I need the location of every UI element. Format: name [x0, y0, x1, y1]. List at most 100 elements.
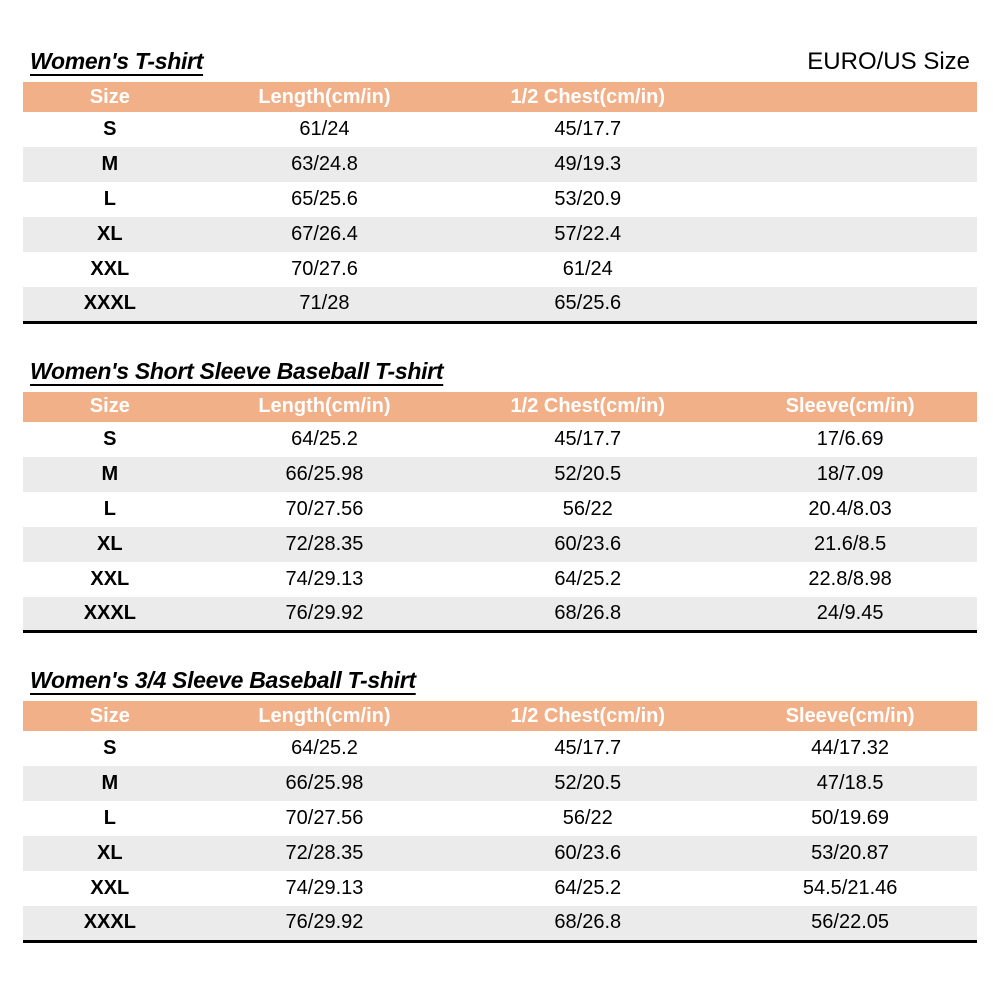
- value-cell: 63/24.8: [291, 153, 358, 175]
- table-row: XXXL 71/28 65/25.6: [23, 287, 977, 322]
- size-cell: S: [103, 737, 117, 759]
- short-sleeve-baseball-size-table: Size Length(cm/in) 1/2 Chest(cm/in) Sleeve(…: [23, 391, 977, 633]
- value-cell: 68/26.8: [554, 601, 622, 624]
- title-line: Women's Short Sleeve Baseball T-shirt: [23, 356, 977, 386]
- table-row: XXL 70/27.6 61/24: [23, 252, 977, 287]
- value-cell: [723, 217, 977, 252]
- size-cell: XXL: [90, 567, 130, 590]
- column-header: 1/2 Chest(cm/in): [452, 391, 724, 422]
- table-row: XL 67/26.4 57/22.4: [23, 217, 977, 252]
- table-row: XL 72/28.35 60/23.6 53/20.87: [23, 836, 977, 871]
- value-cell: 49/19.3: [554, 153, 622, 175]
- header-row: Size Length(cm/in) 1/2 Chest(cm/in) Sleeve(…: [23, 701, 977, 731]
- size-cell: L: [103, 807, 116, 829]
- value-cell: 66/25.98: [285, 772, 364, 794]
- column-header: Sleeve(cm/in): [723, 701, 977, 731]
- size-cell: L: [103, 497, 116, 520]
- value-cell: 60/23.6: [554, 532, 622, 555]
- table-row: M 66/25.98 52/20.5 18/7.09: [23, 456, 977, 492]
- value-cell: 76/29.92: [285, 601, 364, 624]
- column-header: 1/2 Chest(cm/in): [452, 82, 724, 112]
- title-line: Women's T-shirt EURO/US Size: [23, 46, 977, 76]
- value-cell: 22.8/8.98: [808, 567, 892, 590]
- column-header: Size: [23, 82, 197, 112]
- column-header: Length(cm/in): [196, 701, 453, 731]
- size-cell: L: [103, 188, 116, 210]
- value-cell: 56/22: [562, 807, 613, 829]
- column-header: 1/2 Chest(cm/in): [452, 701, 724, 731]
- value-cell: 50/19.69: [811, 807, 890, 829]
- value-cell: [723, 112, 977, 147]
- header-row: Size Length(cm/in) 1/2 Chest(cm/in) Sleeve(…: [23, 391, 977, 422]
- value-cell: 60/23.6: [554, 842, 622, 864]
- size-cell: M: [101, 153, 119, 175]
- value-cell: 65/25.6: [554, 292, 622, 315]
- size-cell: XXXL: [83, 911, 136, 934]
- value-cell: 74/29.13: [285, 877, 364, 899]
- value-cell: 45/17.7: [554, 118, 622, 140]
- header-row: Size Length(cm/in) 1/2 Chest(cm/in): [23, 82, 977, 112]
- size-cell: M: [101, 772, 119, 794]
- value-cell: 52/20.5: [554, 462, 622, 485]
- table-row: L 70/27.56 56/22 50/19.69: [23, 801, 977, 836]
- value-cell: [723, 182, 977, 217]
- size-cell: S: [103, 427, 117, 450]
- value-cell: 70/27.56: [285, 497, 364, 520]
- value-cell: [723, 252, 977, 287]
- value-cell: 64/25.2: [291, 427, 358, 450]
- value-cell: [723, 287, 977, 322]
- value-cell: 54.5/21.46: [802, 877, 898, 899]
- value-cell: 67/26.4: [291, 223, 358, 245]
- size-cell: XXL: [90, 258, 130, 280]
- table-row: M 66/25.98 52/20.5 47/18.5: [23, 766, 977, 801]
- value-cell: 72/28.35: [285, 532, 364, 555]
- title-line: Women's 3/4 Sleeve Baseball T-shirt: [23, 665, 977, 695]
- value-cell: 44/17.32: [811, 737, 890, 759]
- size-cell: S: [103, 118, 117, 140]
- table-row: XXL 74/29.13 64/25.2 22.8/8.98: [23, 562, 977, 597]
- table-row: XXXL 76/29.92 68/26.8 24/9.45: [23, 596, 977, 632]
- section-three-quarter-sleeve-baseball: Women's 3/4 Sleeve Baseball T-shirt Size…: [23, 665, 977, 943]
- value-cell: 47/18.5: [816, 772, 884, 794]
- size-cell: XXXL: [83, 601, 136, 624]
- value-cell: 56/22: [562, 497, 613, 520]
- table-row: S 61/24 45/17.7: [23, 112, 977, 147]
- value-cell: 70/27.56: [285, 807, 364, 829]
- table-row: M 63/24.8 49/19.3: [23, 147, 977, 182]
- value-cell: 74/29.13: [285, 567, 364, 590]
- womens-tshirt-size-table: Size Length(cm/in) 1/2 Chest(cm/in) S 61/24 4…: [23, 82, 977, 324]
- size-cell: XL: [97, 223, 123, 245]
- size-standard-label: EURO/US Size: [807, 48, 970, 75]
- size-cell: XL: [97, 842, 123, 864]
- column-header: Size: [23, 701, 197, 731]
- value-cell: [723, 147, 977, 182]
- section-short-sleeve-baseball: Women's Short Sleeve Baseball T-shirt Si…: [23, 356, 977, 633]
- value-cell: 76/29.92: [285, 911, 364, 934]
- value-cell: 45/17.7: [554, 427, 622, 450]
- table-row: XL 72/28.35 60/23.6 21.6/8.5: [23, 526, 977, 562]
- value-cell: 45/17.7: [554, 737, 622, 759]
- value-cell: 64/25.2: [554, 877, 622, 899]
- section-title-short-sleeve-baseball: Women's Short Sleeve Baseball T-shirt: [30, 357, 444, 384]
- section-title-three-quarter-sleeve-baseball: Women's 3/4 Sleeve Baseball T-shirt: [30, 667, 416, 693]
- size-cell: XXL: [90, 877, 130, 899]
- value-cell: 53/20.87: [811, 842, 890, 864]
- value-cell: 52/20.5: [554, 772, 622, 794]
- section-womens-tshirt: Women's T-shirt EURO/US Size Size Length(…: [23, 46, 977, 324]
- value-cell: 20.4/8.03: [808, 497, 892, 520]
- table-row: XXL 74/29.13 64/25.2 54.5/21.46: [23, 871, 977, 906]
- column-header: Sleeve(cm/in): [723, 391, 977, 422]
- three-quarter-sleeve-baseball-size-table: Size Length(cm/in) 1/2 Chest(cm/in) Sleeve(…: [23, 701, 977, 943]
- value-cell: 66/25.98: [285, 462, 364, 485]
- value-cell: 24/9.45: [816, 601, 884, 624]
- value-cell: 21.6/8.5: [813, 532, 887, 555]
- table-row: L 65/25.6 53/20.9: [23, 182, 977, 217]
- table-row: S 64/25.2 45/17.7 44/17.32: [23, 731, 977, 766]
- table-row: XXXL 76/29.92 68/26.8 56/22.05: [23, 906, 977, 941]
- value-cell: 56/22.05: [811, 911, 890, 934]
- value-cell: 68/26.8: [554, 911, 622, 934]
- value-cell: 17/6.69: [816, 427, 884, 450]
- section-title-womens-tshirt: Women's T-shirt: [30, 48, 204, 74]
- value-cell: 64/25.2: [554, 567, 622, 590]
